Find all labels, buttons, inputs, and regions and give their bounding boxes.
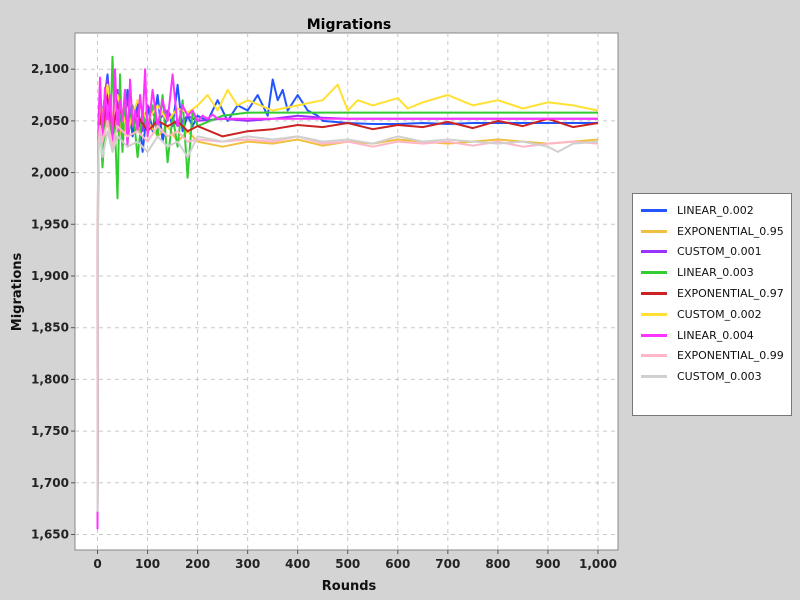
y-tick-label: 1,700 (31, 476, 69, 490)
legend-label: EXPONENTIAL_0.97 (677, 287, 784, 301)
y-tick-label: 1,750 (31, 424, 69, 438)
legend-label: CUSTOM_0.003 (677, 370, 762, 384)
x-tick-label: 600 (385, 557, 410, 571)
axes: 0 100 200 300 400 500 600 700 800 900 1,000 1,650 1,… (31, 62, 617, 571)
y-tick-label: 1,650 (31, 527, 69, 541)
chart-title: Migrations (307, 17, 392, 33)
x-tick-label: 0 (93, 557, 101, 571)
series-lines (96, 55, 599, 530)
legend-item: LINEAR_0.004 (633, 325, 791, 346)
legend-label: CUSTOM_0.002 (677, 307, 762, 321)
legend-swatch (641, 250, 667, 254)
legend-label: LINEAR_0.004 (677, 328, 754, 342)
y-tick-label: 2,100 (31, 62, 69, 76)
legend-item: LINEAR_0.003 (633, 262, 791, 283)
x-tick-label: 200 (185, 557, 210, 571)
x-tick-label: 800 (485, 557, 510, 571)
legend-item: EXPONENTIAL_0.97 (633, 283, 791, 304)
x-tick-label: 700 (435, 557, 460, 571)
legend-item: CUSTOM_0.002 (633, 304, 791, 325)
legend-label: EXPONENTIAL_0.95 (677, 224, 784, 238)
legend-swatch (641, 208, 667, 212)
legend-item: EXPONENTIAL_0.99 (633, 346, 791, 367)
x-tick-label: 1,000 (579, 557, 617, 571)
y-tick-label: 1,900 (31, 269, 69, 283)
legend-swatch (641, 375, 667, 379)
legend-item: CUSTOM_0.003 (633, 366, 791, 387)
legend-label: LINEAR_0.002 (677, 203, 754, 217)
series-line-exponential-0-97 (96, 94, 599, 523)
y-tick-label: 1,850 (31, 321, 69, 335)
legend-item: EXPONENTIAL_0.95 (633, 221, 791, 242)
x-tick-label: 900 (535, 557, 560, 571)
legend-swatch (641, 333, 667, 337)
y-axis-title: Migrations (10, 253, 25, 332)
series-line-exponential-0-99 (96, 119, 599, 504)
x-axis-title: Rounds (322, 579, 377, 594)
x-tick-label: 100 (135, 557, 160, 571)
legend-swatch (641, 292, 667, 296)
legend-label: LINEAR_0.003 (677, 266, 754, 280)
x-tick-label: 500 (335, 557, 360, 571)
series-line-custom-0-003 (96, 130, 599, 512)
legend-swatch (641, 271, 667, 275)
legend-item: LINEAR_0.002 (633, 200, 791, 221)
legend-item: CUSTOM_0.001 (633, 242, 791, 263)
legend-swatch (641, 354, 667, 358)
legend-swatch (641, 229, 667, 233)
y-tick-label: 1,950 (31, 217, 69, 231)
series-line-linear-0-004 (96, 68, 598, 530)
legend-label: EXPONENTIAL_0.99 (677, 349, 784, 363)
y-tick-label: 2,050 (31, 114, 69, 128)
legend: LINEAR_0.002 EXPONENTIAL_0.95 CUSTOM_0.001… (632, 193, 792, 416)
y-tick-label: 1,800 (31, 372, 69, 386)
legend-swatch (641, 312, 667, 316)
y-tick-label: 2,000 (31, 166, 69, 180)
x-tick-label: 300 (235, 557, 260, 571)
x-tick-label: 400 (285, 557, 310, 571)
legend-label: CUSTOM_0.001 (677, 245, 762, 259)
